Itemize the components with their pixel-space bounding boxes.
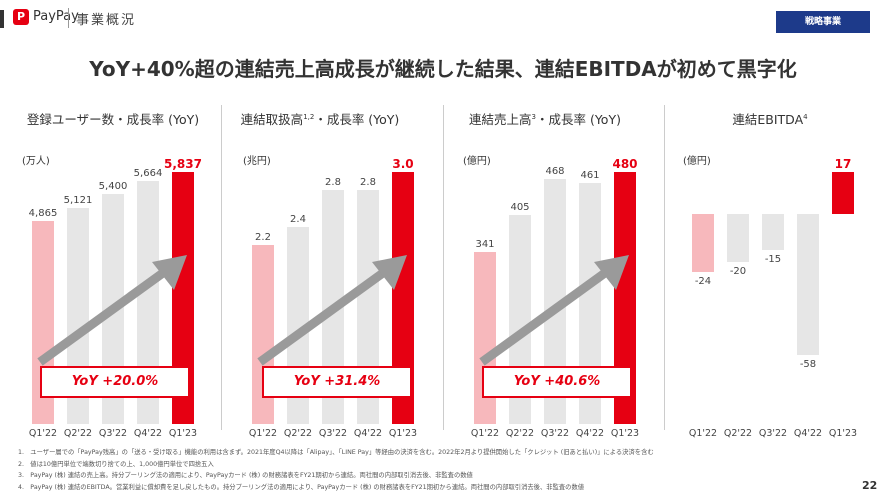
- x-tick-label: Q1'22: [688, 428, 718, 439]
- chart-title-text: 連結取扱高: [240, 112, 304, 127]
- data-label: 2.8: [360, 177, 376, 189]
- x-tick-label: Q1'23: [388, 428, 418, 439]
- growth-arrow-icon: [37, 255, 187, 366]
- footnote: 2. 値は10億円単位で端数切り捨ての上、1,000億円単位で四捨五入: [18, 460, 214, 468]
- bar-Q1'22: [692, 213, 714, 273]
- data-label: 341: [475, 239, 495, 251]
- x-tick-label: Q1'23: [828, 428, 858, 439]
- footnote: 1. ユーザー層での「PayPay残高」の「送る・受け取る」機能の利用は含まず。…: [18, 449, 654, 456]
- bar-Q1'23: [832, 172, 854, 214]
- data-label: 2.8: [325, 177, 341, 189]
- footnote-ref: 1,2: [303, 112, 315, 121]
- data-label: 2.4: [290, 213, 306, 225]
- bar-Q4'22: [797, 213, 819, 356]
- chart-title-text: 登録ユーザー数・成長率 (YoY): [26, 112, 200, 127]
- bar-Q2'22: [727, 213, 749, 263]
- chart-title: 連結取扱高1,2・成長率 (YoY): [220, 109, 420, 128]
- bar-Q3'22: [544, 178, 566, 424]
- footnote: 4. PayPay (株) 連結のEBITDA。営業利益に償却費を足し戻したもの…: [18, 483, 585, 491]
- yoy-callout: YoY +31.4%: [262, 366, 412, 398]
- unit-label: (兆円): [243, 156, 271, 167]
- data-label: -20: [729, 266, 747, 278]
- x-tick-label: Q3'22: [540, 428, 570, 439]
- footnote-ref: 3: [531, 112, 536, 121]
- bar-Q1'23: [392, 172, 414, 424]
- chart-title: 登録ユーザー数・成長率 (YoY): [13, 109, 213, 128]
- x-tick-label: Q3'22: [98, 428, 128, 439]
- unit-label: (万人): [22, 156, 50, 167]
- x-tick-label: Q2'22: [63, 428, 93, 439]
- page-number: 22: [862, 479, 878, 492]
- growth-arrow-icon: [257, 255, 407, 366]
- footnote: 3. PayPay (株) 連結の売上高。持分プーリング法の適用により、PayP…: [18, 472, 473, 479]
- data-label: 468: [545, 165, 565, 177]
- data-label: 4,865: [28, 207, 58, 219]
- x-tick-label: Q4'22: [353, 428, 383, 439]
- footnote-ref: 4: [803, 112, 808, 121]
- data-label: 17: [834, 157, 852, 171]
- x-tick-label: Q1'23: [610, 428, 640, 439]
- x-tick-label: Q2'22: [723, 428, 753, 439]
- x-tick-label: Q1'23: [168, 428, 198, 439]
- x-tick-label: Q1'22: [470, 428, 500, 439]
- chart-title-text: 連結売上高: [469, 112, 532, 127]
- bar-Q1'23: [172, 172, 194, 424]
- x-tick-label: Q1'22: [248, 428, 278, 439]
- bar-Q4'22: [357, 190, 379, 424]
- chart-title-text: 連結EBITDA: [732, 112, 804, 127]
- yoy-callout: YoY +20.0%: [40, 366, 190, 398]
- data-label: 5,400: [98, 181, 128, 193]
- unit-label: (億円): [683, 156, 711, 167]
- data-label: 405: [510, 202, 530, 214]
- data-label: 5,121: [63, 195, 93, 207]
- unit-label: (億円): [463, 156, 491, 167]
- divider: [664, 105, 665, 430]
- data-label: 2.2: [255, 232, 271, 244]
- x-tick-label: Q2'22: [283, 428, 313, 439]
- header-divider: [68, 8, 69, 28]
- data-label: -24: [694, 276, 712, 288]
- chart-title-suffix: ・成長率 (YoY): [314, 112, 400, 127]
- chart-title: 連結EBITDA4: [670, 109, 870, 128]
- paypay-logo-icon: P: [13, 9, 29, 25]
- divider: [221, 105, 222, 430]
- data-label: -15: [764, 254, 782, 266]
- data-label: -58: [799, 359, 817, 371]
- chart-title: 連結売上高3・成長率 (YoY): [445, 109, 645, 128]
- x-tick-label: Q1'22: [28, 428, 58, 439]
- x-tick-label: Q2'22: [505, 428, 535, 439]
- bar-Q4'22: [579, 182, 601, 424]
- bar-Q4'22: [137, 180, 159, 424]
- data-label: 461: [580, 169, 600, 181]
- growth-arrow-icon: [479, 255, 629, 366]
- x-tick-label: Q4'22: [575, 428, 605, 439]
- section-title: 事業概況: [76, 13, 137, 28]
- section-marker: [0, 10, 4, 28]
- data-label: 5,837: [164, 157, 202, 171]
- data-label: 3.0: [392, 157, 414, 171]
- divider: [443, 105, 444, 430]
- footnotes: 1. ユーザー層での「PayPay残高」の「送る・受け取る」機能の利用は含まず。…: [18, 447, 654, 493]
- x-tick-label: Q4'22: [793, 428, 823, 439]
- x-tick-label: Q4'22: [133, 428, 163, 439]
- category-tag: 戦略事業: [776, 11, 870, 33]
- data-label: 480: [612, 157, 638, 171]
- yoy-callout: YoY +40.6%: [482, 366, 632, 398]
- bar-Q3'22: [762, 213, 784, 251]
- bar-Q1'23: [614, 172, 636, 424]
- x-tick-label: Q3'22: [318, 428, 348, 439]
- x-tick-label: Q3'22: [758, 428, 788, 439]
- data-label: 5,664: [133, 167, 163, 179]
- headline: YoY+40%超の連結売上高成長が継続した結果、連結EBITDAが初めて黒字化: [89, 57, 797, 81]
- chart-title-suffix: ・成長率 (YoY): [535, 112, 621, 127]
- brand-name: PayPay: [33, 9, 79, 24]
